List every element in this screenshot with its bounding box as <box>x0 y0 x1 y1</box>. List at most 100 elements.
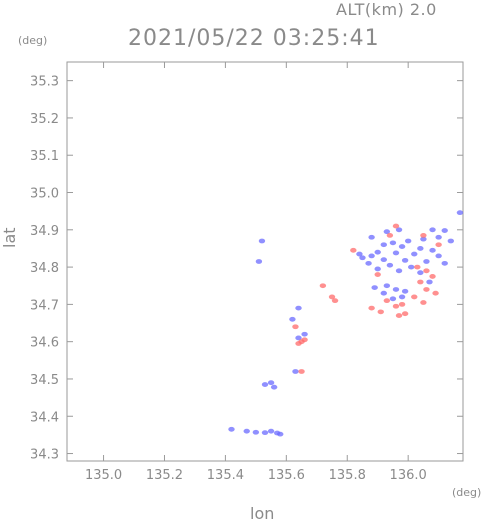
echo-point-blue <box>441 260 448 266</box>
echo-point-blue <box>435 253 442 259</box>
x-tick-label: 135.0 <box>85 468 122 483</box>
echo-point-blue <box>429 247 436 253</box>
echo-point-blue <box>429 227 436 233</box>
x-axis-label: lon <box>250 504 275 523</box>
echo-point-red <box>432 290 439 296</box>
y-tick-label: 35.1 <box>30 149 59 164</box>
y-tick-label: 35.2 <box>30 112 59 127</box>
echo-point-red <box>429 274 436 279</box>
echo-point-red <box>417 279 424 285</box>
echo-point-blue <box>404 238 412 244</box>
echo-point-red <box>411 294 418 300</box>
x-tick-label: 136.0 <box>390 468 427 483</box>
echo-point-blue <box>380 242 387 248</box>
echo-point-red <box>423 287 430 292</box>
echo-point-blue <box>386 262 394 268</box>
y-tick-label: 35.3 <box>30 75 59 90</box>
echo-point-red <box>398 301 406 307</box>
echo-point-blue <box>359 255 366 261</box>
echo-point-red <box>383 298 391 304</box>
y-tick-label: 34.5 <box>30 373 59 388</box>
y-tick-label: 34.4 <box>30 410 59 425</box>
echo-point-red <box>386 232 394 238</box>
echo-point-red <box>414 264 421 270</box>
echo-point-blue <box>261 430 269 436</box>
echo-point-blue <box>423 259 430 264</box>
echo-point-blue <box>447 238 455 244</box>
echo-point-red <box>319 283 327 289</box>
echo-point-blue <box>389 240 397 246</box>
x-tick-label: 135.4 <box>207 468 244 483</box>
x-tick-label: 135.8 <box>329 468 366 483</box>
echo-point-blue <box>261 382 269 387</box>
echo-point-blue <box>270 384 278 390</box>
echo-point-blue <box>292 369 299 374</box>
echo-point-red <box>298 369 305 374</box>
echo-point-red <box>395 313 403 318</box>
echo-point-red <box>435 242 442 248</box>
x-tick-label: 135.2 <box>146 468 183 483</box>
echo-point-blue <box>383 283 391 289</box>
echo-point-blue <box>267 428 275 434</box>
echo-point-blue <box>456 210 464 216</box>
echo-point-blue <box>380 290 387 296</box>
echo-point-blue <box>368 253 375 259</box>
echo-point-blue <box>255 259 263 264</box>
echo-point-blue <box>295 335 302 341</box>
echo-point-red <box>368 305 375 311</box>
y-tick-label: 34.8 <box>30 261 59 276</box>
echo-point-red <box>401 311 409 317</box>
echo-point-red <box>328 294 336 300</box>
echo-point-red <box>374 272 381 277</box>
echo-point-blue <box>398 244 406 249</box>
echo-point-red <box>392 223 400 229</box>
echo-point-blue <box>411 251 418 257</box>
echo-point-blue <box>267 380 275 386</box>
echo-point-blue <box>392 250 400 256</box>
echo-point-blue <box>371 285 378 291</box>
echo-point-blue <box>243 428 250 434</box>
echo-point-blue <box>395 227 403 233</box>
echo-point-red <box>295 341 302 346</box>
echo-point-blue <box>417 246 424 251</box>
echo-points <box>228 210 464 437</box>
echo-point-blue <box>365 260 372 266</box>
echo-point-blue <box>252 429 260 435</box>
echo-point-blue <box>426 279 433 285</box>
echo-point-red <box>331 298 339 304</box>
echo-point-blue <box>417 270 424 276</box>
y-tick-label: 34.3 <box>30 448 59 463</box>
x-axis-unit: (deg) <box>452 486 482 499</box>
y-tick-label: 34.9 <box>30 224 59 239</box>
echo-point-red <box>350 247 357 253</box>
y-tick-label: 34.6 <box>30 336 59 351</box>
echo-point-red <box>423 268 430 274</box>
echo-point-blue <box>374 266 381 272</box>
echo-point-red <box>392 303 400 309</box>
echo-point-blue <box>420 236 427 242</box>
echo-point-blue <box>401 288 409 294</box>
echo-point-red <box>420 232 427 238</box>
echo-point-blue <box>441 228 448 233</box>
axis-ticks: 34.3 34.4 34.5 34.6 34.7 34.8 34.9 35.0 35.1 35.2… <box>30 62 463 483</box>
echo-point-blue <box>401 257 409 263</box>
echo-point-red <box>420 300 427 305</box>
plot-frame <box>66 61 464 462</box>
echo-point-blue <box>389 296 397 302</box>
echo-point-blue <box>383 229 391 235</box>
echo-point-blue <box>277 431 284 437</box>
echo-point-red <box>377 309 384 315</box>
echo-point-blue <box>398 294 406 300</box>
echo-point-blue <box>374 249 381 255</box>
y-tick-label: 34.7 <box>30 298 59 313</box>
x-tick-label: 135.6 <box>268 468 305 483</box>
echo-point-blue <box>435 234 442 240</box>
y-axis-unit: (deg) <box>18 34 48 47</box>
y-tick-label: 35.0 <box>30 187 59 202</box>
echo-point-red <box>292 324 299 330</box>
echo-point-blue <box>356 251 363 257</box>
echo-point-blue <box>258 238 266 244</box>
echo-point-blue <box>295 305 302 311</box>
echo-point-blue <box>289 316 296 322</box>
